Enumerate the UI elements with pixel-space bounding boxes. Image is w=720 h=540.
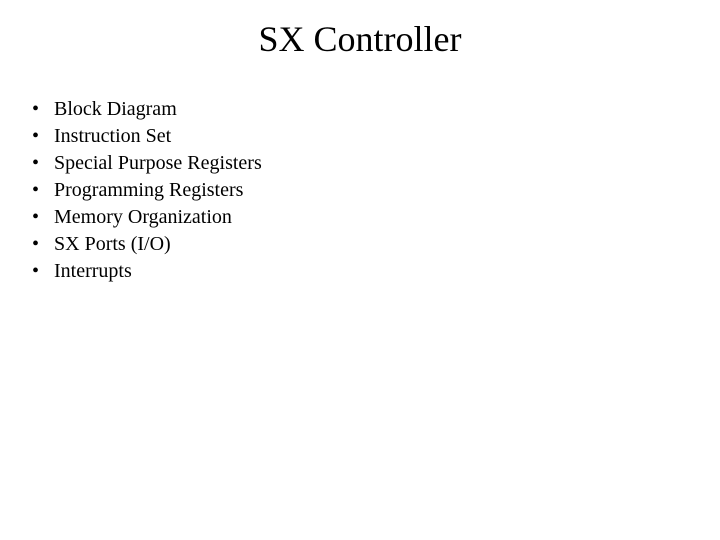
list-item: • Special Purpose Registers [32, 150, 720, 177]
bullet-icon: • [32, 258, 54, 285]
list-item-label: SX Ports (I/O) [54, 231, 720, 258]
list-item: • Block Diagram [32, 96, 720, 123]
bullet-icon: • [32, 96, 54, 123]
page-title: SX Controller [0, 0, 720, 60]
list-item-label: Interrupts [54, 258, 720, 285]
list-item: • Instruction Set [32, 123, 720, 150]
list-item: • Memory Organization [32, 204, 720, 231]
topic-list: • Block Diagram • Instruction Set • Spec… [0, 96, 720, 285]
list-item: • Programming Registers [32, 177, 720, 204]
list-item-label: Programming Registers [54, 177, 720, 204]
bullet-icon: • [32, 177, 54, 204]
list-item-label: Memory Organization [54, 204, 720, 231]
slide: SX Controller • Block Diagram • Instruct… [0, 0, 720, 540]
list-item-label: Block Diagram [54, 96, 720, 123]
list-item-label: Instruction Set [54, 123, 720, 150]
bullet-icon: • [32, 150, 54, 177]
list-item: • SX Ports (I/O) [32, 231, 720, 258]
bullet-icon: • [32, 123, 54, 150]
bullet-icon: • [32, 231, 54, 258]
list-item: • Interrupts [32, 258, 720, 285]
bullet-icon: • [32, 204, 54, 231]
list-item-label: Special Purpose Registers [54, 150, 720, 177]
